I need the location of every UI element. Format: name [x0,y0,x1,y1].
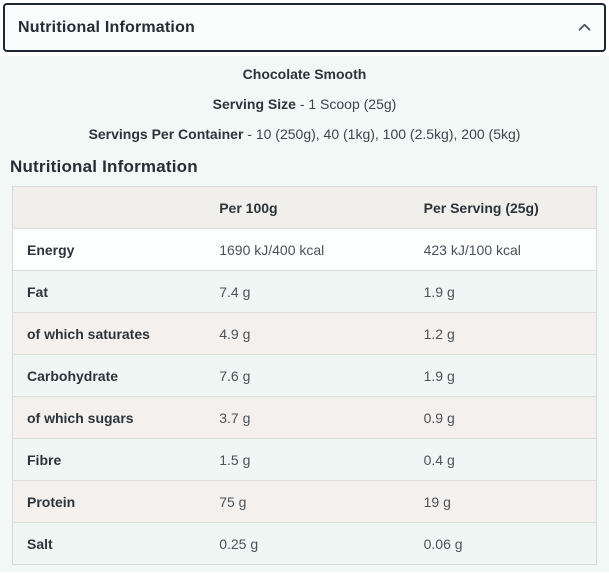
nutrition-table: Per 100g Per Serving (25g) Energy 1690 k… [12,186,597,565]
table-row: Carbohydrate 7.6 g 1.9 g [12,354,597,397]
accordion-panel: Chocolate Smooth Serving Size - 1 Scoop … [0,56,609,572]
serving-size-value: - 1 Scoop (25g) [295,96,397,112]
nutritional-information-accordion-header[interactable]: Nutritional Information [3,3,606,52]
table-row: Protein 75 g 19 g [12,480,597,523]
nutrient-label: Salt [12,522,206,565]
nutrient-label: Carbohydrate [12,354,206,397]
per-100g-value: 4.9 g [205,312,410,355]
nutrition-section-title: Nutritional Information [10,157,198,176]
per-100g-value: 75 g [205,480,410,523]
table-row: Salt 0.25 g 0.06 g [12,522,597,565]
serving-size-label: Serving Size [212,96,296,112]
table-row: of which saturates 4.9 g 1.2 g [12,312,597,355]
table-row: of which sugars 3.7 g 0.9 g [12,396,597,439]
per-100g-value: 7.4 g [205,270,410,313]
table-row: Energy 1690 kJ/400 kcal 423 kJ/100 kcal [12,228,597,271]
per-serving-value: 0.9 g [409,396,597,439]
per-100g-value: 0.25 g [205,522,410,565]
servings-per-container-line: Servings Per Container - 10 (250g), 40 (… [0,126,609,142]
per-serving-value: 19 g [409,480,597,523]
nutrient-label: Energy [12,228,206,271]
table-row: Fat 7.4 g 1.9 g [12,270,597,313]
servings-per-container-label: Servings Per Container [88,126,244,142]
per-100g-value: 7.6 g [205,354,410,397]
per-100g-value: 1.5 g [205,438,410,481]
per-serving-value: 0.06 g [409,522,597,565]
nutrient-label: of which saturates [12,312,206,355]
per-serving-value: 1.9 g [409,354,597,397]
servings-per-container-value: - 10 (250g), 40 (1kg), 100 (2.5kg), 200 … [243,126,521,142]
column-header-per-serving: Per Serving (25g) [409,186,597,229]
per-100g-value: 1690 kJ/400 kcal [205,228,410,271]
nutrient-label: Fibre [12,438,206,481]
per-serving-value: 0.4 g [409,438,597,481]
nutrient-label: Fat [12,270,206,313]
per-serving-value: 1.9 g [409,270,597,313]
table-header-row: Per 100g Per Serving (25g) [12,186,597,229]
nutrient-label: Protein [12,480,206,523]
serving-size-line: Serving Size - 1 Scoop (25g) [0,96,609,112]
column-header-nutrient [12,186,206,229]
per-serving-value: 1.2 g [409,312,597,355]
table-row: Fibre 1.5 g 0.4 g [12,438,597,481]
per-serving-value: 423 kJ/100 kcal [409,228,597,271]
chevron-up-icon[interactable] [578,23,591,32]
flavour-name: Chocolate Smooth [242,66,367,82]
accordion-title: Nutritional Information [18,18,196,36]
nutrient-label: of which sugars [12,396,206,439]
column-header-per-100g: Per 100g [205,186,410,229]
per-100g-value: 3.7 g [205,396,410,439]
